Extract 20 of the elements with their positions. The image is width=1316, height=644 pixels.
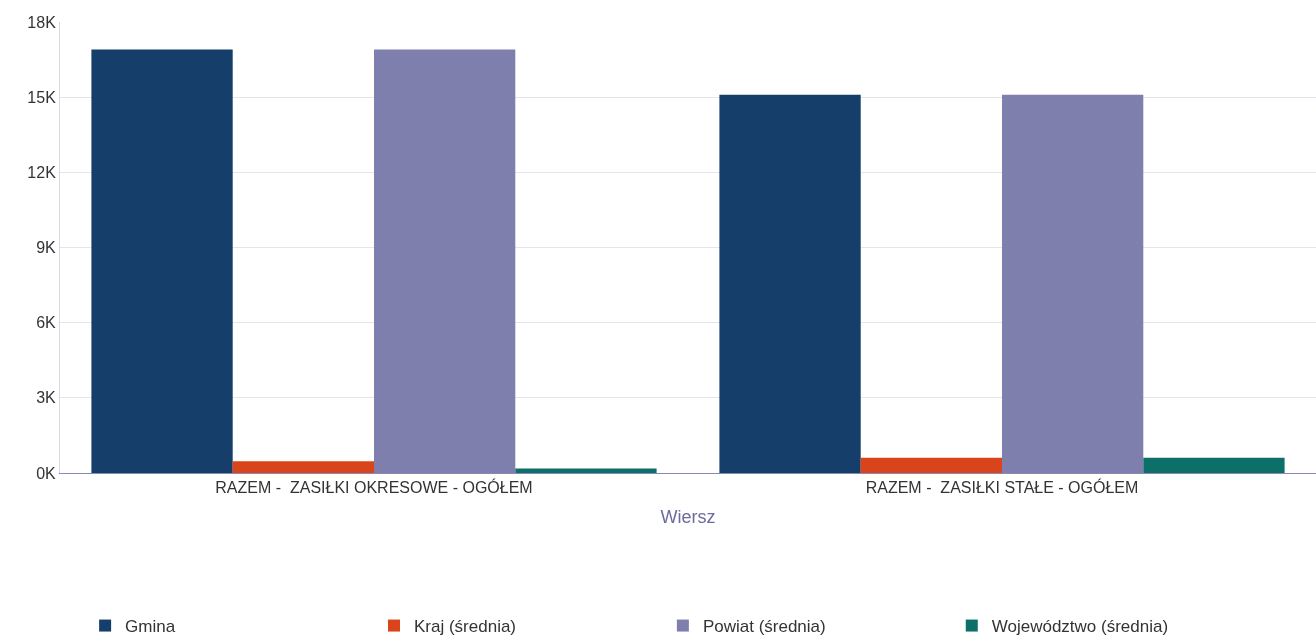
legend-label: Powiat (średnia) bbox=[702, 617, 826, 637]
y-tick-label: 18K bbox=[27, 13, 57, 31]
legend-label: Województwo (średnia) bbox=[991, 617, 1169, 637]
x-axis-title: Wiersz bbox=[660, 507, 716, 528]
y-tick-label: 3K bbox=[36, 389, 57, 407]
x-tick-label: RAZEM - ZASIŁKI STAŁE - OGÓŁEM bbox=[865, 478, 1139, 497]
y-tick-label: 15K bbox=[27, 88, 57, 106]
x-tick-label: RAZEM - ZASIŁKI OKRESOWE - OGÓŁEM bbox=[215, 478, 533, 497]
y-tick-label: 9K bbox=[36, 239, 57, 257]
bar bbox=[232, 461, 374, 473]
bar bbox=[515, 468, 657, 473]
bar bbox=[860, 457, 1002, 473]
bar bbox=[1143, 457, 1285, 473]
y-tick-label: 12K bbox=[27, 163, 57, 181]
y-tick-label: 0K bbox=[36, 464, 57, 482]
bar bbox=[719, 94, 861, 473]
legend-label: Kraj (średnia) bbox=[414, 617, 517, 637]
bar bbox=[91, 49, 233, 473]
legend-label: Gmina bbox=[125, 617, 176, 637]
y-tick-label: 6K bbox=[36, 314, 57, 332]
